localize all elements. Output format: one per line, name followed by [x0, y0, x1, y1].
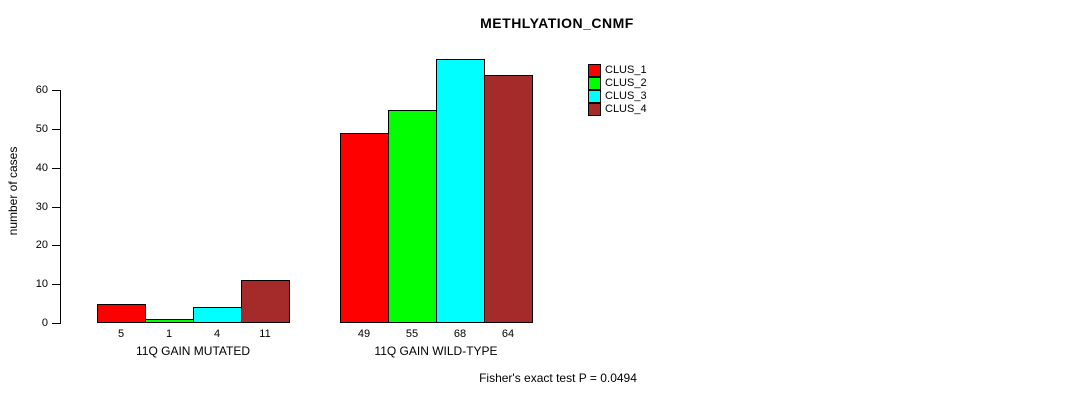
y-axis-line [60, 90, 61, 324]
bar-value-label: 5 [117, 328, 125, 340]
legend-swatch-clus_2 [588, 77, 601, 90]
y-tick-mark [52, 284, 60, 286]
y-tick-label: 50 [35, 123, 48, 135]
bar-clus_4 [484, 75, 533, 323]
bar-clus_3 [436, 59, 485, 323]
y-tick-mark [52, 206, 60, 208]
y-axis-label: number of cases [6, 146, 20, 236]
bar-clus_3 [193, 307, 242, 323]
chart-title: METHLYATION_CNMF [480, 15, 634, 31]
legend-label: CLUS_3 [605, 90, 647, 102]
bar-value-label: 1 [165, 328, 173, 340]
bar-value-label: 11 [259, 328, 271, 340]
bar-clus_2 [145, 319, 194, 323]
y-tick-mark [52, 245, 60, 247]
bar-clus_1 [97, 304, 146, 323]
legend-label: CLUS_4 [605, 103, 647, 115]
legend-label: CLUS_2 [605, 77, 647, 89]
y-tick-mark [52, 129, 60, 130]
legend-swatch-clus_4 [588, 103, 601, 116]
bar-clus_2 [388, 110, 437, 323]
y-tick-label: 0 [41, 317, 48, 329]
y-tick-label: 10 [35, 278, 48, 291]
legend-label: CLUS_1 [605, 64, 647, 76]
bar-clus_1 [340, 133, 389, 323]
bar-value-label: 4 [213, 328, 221, 340]
bar-clus_4 [241, 280, 290, 323]
footer-caption: Fisher's exact test P = 0.0494 [479, 371, 637, 385]
y-tick-label: 20 [35, 239, 48, 252]
group-label: 11Q GAIN MUTATED [135, 344, 251, 358]
group-label: 11Q GAIN WILD-TYPE [374, 344, 498, 358]
bar-value-label: 49 [357, 328, 371, 340]
y-tick-mark [52, 323, 60, 324]
y-tick-label: 40 [35, 161, 48, 174]
y-tick-mark [52, 167, 60, 169]
y-tick-label: 60 [35, 84, 48, 97]
y-tick-label: 30 [35, 200, 48, 213]
legend-swatch-clus_3 [588, 90, 601, 103]
bar-value-label: 64 [501, 328, 515, 340]
bar-value-label: 68 [453, 328, 467, 340]
legend-swatch-clus_1 [588, 64, 601, 77]
y-tick-mark [52, 90, 60, 92]
bar-value-label: 55 [405, 328, 419, 340]
